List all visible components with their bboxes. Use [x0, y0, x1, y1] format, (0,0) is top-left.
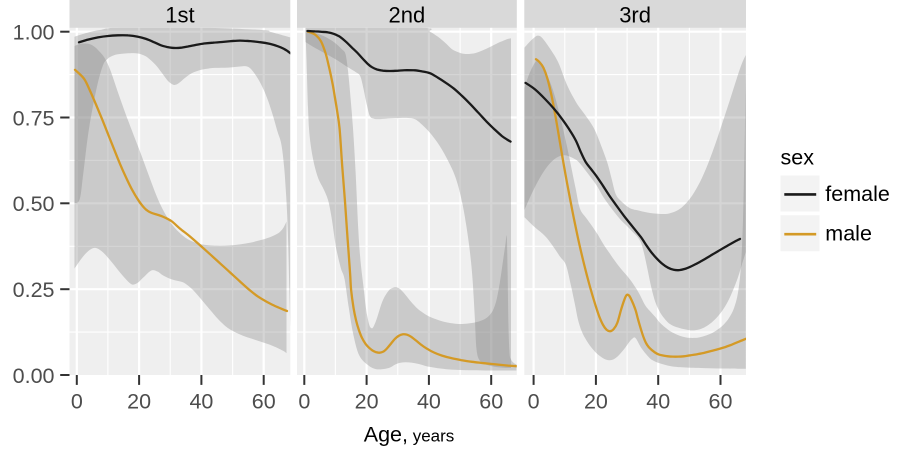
svg-text:0: 0: [71, 389, 83, 413]
svg-text:20: 20: [355, 389, 379, 413]
svg-text:40: 40: [646, 389, 670, 413]
svg-text:1.00: 1.00: [13, 21, 55, 45]
svg-text:0.50: 0.50: [13, 192, 55, 216]
svg-text:male: male: [825, 222, 872, 246]
svg-text:60: 60: [709, 389, 733, 413]
svg-text:0: 0: [298, 389, 310, 413]
svg-text:sex: sex: [781, 146, 815, 170]
svg-text:0.75: 0.75: [13, 106, 55, 130]
svg-text:40: 40: [189, 389, 213, 413]
svg-text:0: 0: [528, 389, 540, 413]
svg-text:60: 60: [479, 389, 503, 413]
svg-text:0.00: 0.00: [13, 364, 55, 388]
svg-text:female: female: [825, 182, 890, 206]
svg-text:40: 40: [417, 389, 441, 413]
svg-text:20: 20: [584, 389, 608, 413]
svg-text:2nd: 2nd: [389, 2, 426, 27]
svg-text:60: 60: [252, 389, 276, 413]
svg-text:20: 20: [127, 389, 151, 413]
svg-text:0.25: 0.25: [13, 278, 55, 302]
svg-text:3rd: 3rd: [619, 2, 651, 27]
svg-text:1st: 1st: [165, 2, 194, 27]
svg-text:Age, years: Age, years: [364, 423, 455, 447]
